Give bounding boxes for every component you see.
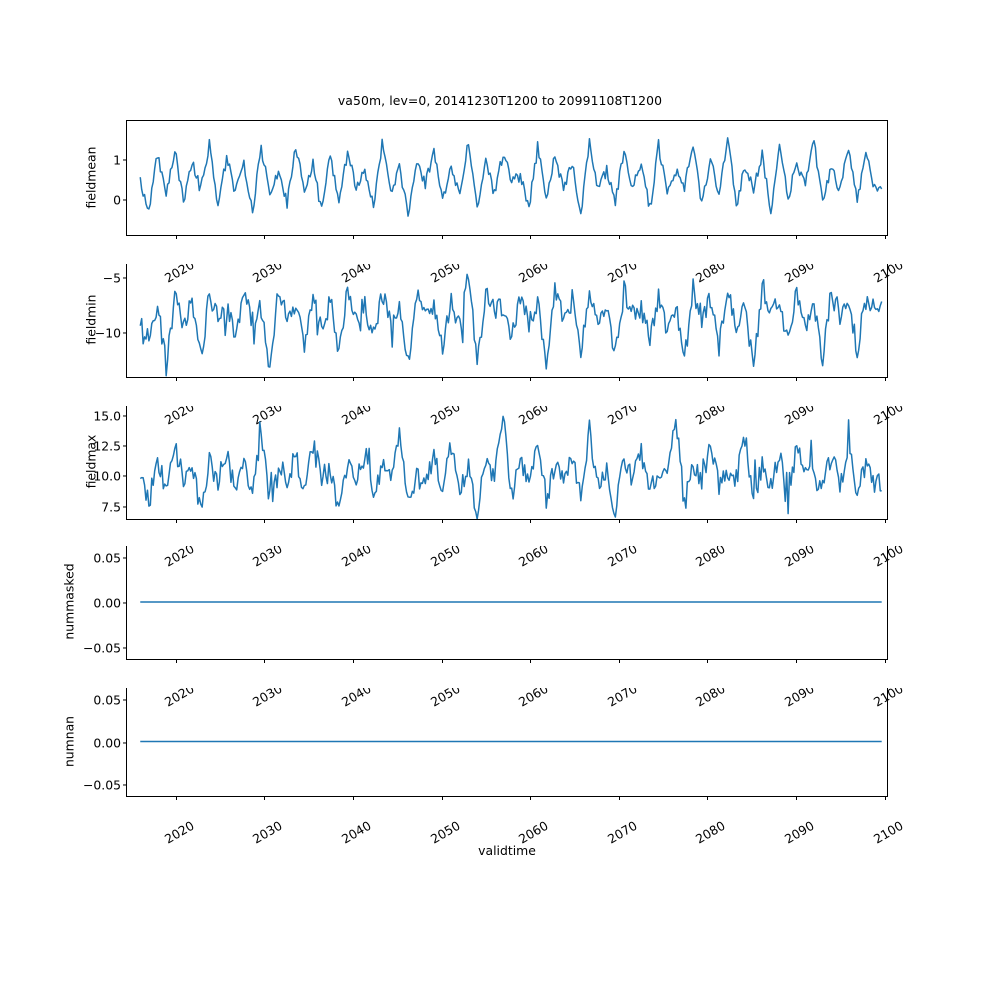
x-tick-mark — [795, 235, 797, 239]
x-tick-mark — [175, 235, 177, 239]
data-line-fieldmin — [139, 273, 883, 377]
y-tick-mark — [123, 741, 127, 744]
y-axis-label-nummasked: nummasked — [61, 563, 77, 640]
y-tick-mark — [123, 475, 127, 477]
x-tick-mark — [530, 235, 532, 239]
y-tick-mark — [123, 602, 127, 604]
subplot-fieldmean: 0 1 fieldmean 2020 2030 2040 2050 2060 2070 2080 2… — [84, 120, 905, 286]
x-tick-mark — [441, 796, 443, 800]
y-tick-mark — [123, 199, 127, 201]
x-tick-mark — [795, 377, 797, 381]
y-tick-label-nummasked: 0.05 — [93, 550, 121, 566]
x-tick-mark — [618, 235, 620, 239]
x-tick-mark — [352, 659, 354, 663]
plot-area-fieldmean — [127, 121, 887, 235]
x-tick-mark — [618, 796, 620, 800]
figure-title: va50m, lev=0, 20141230T1200 to 20991108T… — [337, 93, 663, 108]
x-tick-mark — [352, 377, 354, 381]
plot-area-numnan — [127, 687, 887, 796]
y-tick-label-fieldmin: −10 — [94, 325, 121, 341]
x-tick-mark — [352, 796, 354, 800]
x-tick-mark — [441, 659, 443, 663]
x-tick-mark — [530, 796, 532, 800]
subplot-overlap-mask — [0, 680, 1000, 688]
plot-area-fieldmax — [127, 405, 887, 519]
x-tick-mark — [441, 519, 443, 523]
x-tick-mark — [175, 659, 177, 663]
y-tick-label-numnan: −0.05 — [83, 777, 121, 793]
y-tick-mark — [123, 415, 127, 417]
subplot-overlap-mask — [0, 256, 1000, 264]
y-axis-label-fieldmin: fieldmin — [83, 294, 99, 345]
subplot-fieldmax: 7.5 10.0 12.5 15.0 fieldmax 2020 2030 2040 2050 2… — [84, 404, 905, 570]
y-tick-label-fieldmax: 12.5 — [93, 438, 121, 454]
x-tick-mark — [795, 519, 797, 523]
x-tick-mark — [264, 235, 266, 239]
y-axis-label-fieldmax: fieldmax — [83, 434, 99, 489]
x-tick-mark — [530, 659, 532, 663]
x-tick-mark — [884, 659, 886, 663]
y-tick-mark — [123, 784, 127, 786]
y-tick-label-nummasked: 0.00 — [93, 595, 121, 611]
y-tick-mark — [123, 557, 127, 559]
y-tick-mark — [123, 277, 127, 279]
x-tick-mark — [618, 519, 620, 523]
y-tick-label-numnan: 0.05 — [93, 692, 121, 708]
x-tick-mark — [707, 659, 709, 663]
data-line-fieldmax — [139, 415, 882, 519]
x-tick-mark — [707, 796, 709, 800]
x-tick-mark — [352, 235, 354, 239]
x-tick-mark — [441, 235, 443, 239]
x-tick-mark — [707, 377, 709, 381]
data-line-fieldmean — [139, 137, 883, 217]
subplot-numnan: −0.05 0.00 0.05 numnan 2020 2030 2040 2050 2060 2… — [62, 686, 905, 847]
x-tick-mark — [352, 519, 354, 523]
y-tick-label-nummasked: −0.05 — [83, 640, 121, 656]
x-tick-mark — [618, 659, 620, 663]
x-tick-mark — [530, 519, 532, 523]
x-tick-mark — [175, 377, 177, 381]
subplot-overlap-mask — [0, 398, 1000, 406]
y-tick-mark — [123, 159, 127, 161]
x-tick-mark — [884, 235, 886, 239]
x-tick-mark — [707, 519, 709, 523]
x-tick-mark — [441, 377, 443, 381]
x-tick-mark — [795, 796, 797, 800]
y-tick-label-fieldmax: 7.5 — [101, 499, 121, 514]
y-tick-label-fieldmean: 1 — [113, 152, 121, 168]
y-tick-label-fieldmin: −5 — [102, 270, 121, 286]
x-tick-mark — [795, 659, 797, 663]
y-tick-label-fieldmean: 0 — [113, 192, 121, 208]
x-tick-mark — [530, 377, 532, 381]
x-tick-mark — [618, 377, 620, 381]
y-tick-mark — [123, 505, 127, 508]
y-tick-label-fieldmax: 15.0 — [93, 408, 121, 424]
x-tick-mark — [264, 659, 266, 663]
y-tick-label-fieldmax: 10.0 — [93, 468, 121, 484]
subplot-overlap-mask — [0, 538, 1000, 546]
y-tick-label-numnan: 0.00 — [93, 735, 121, 750]
y-tick-mark — [123, 699, 127, 701]
x-tick-mark — [175, 796, 177, 800]
y-axis-label-numnan: numnan — [61, 715, 77, 767]
subplot-fieldmin: −5 −10 fieldmin 2020 2030 2040 2050 2060 2070 208… — [84, 262, 905, 428]
plot-area-nummasked — [127, 545, 887, 659]
x-tick-mark — [884, 377, 886, 381]
y-tick-mark — [123, 332, 127, 334]
x-tick-mark — [884, 796, 886, 800]
y-axis-label-fieldmean: fieldmean — [83, 146, 99, 209]
x-tick-mark — [175, 519, 177, 523]
x-axis-label: validtime — [478, 843, 536, 858]
plot-area-fieldmin — [127, 263, 887, 377]
x-tick-mark — [264, 519, 266, 523]
subplot-nummasked: −0.05 0.00 0.05 nummasked 2020 2030 2040 2050 20… — [62, 544, 905, 710]
y-tick-mark — [123, 647, 127, 649]
x-tick-mark — [707, 235, 709, 239]
x-tick-mark — [884, 519, 886, 523]
x-tick-mark — [264, 377, 266, 381]
y-tick-mark — [123, 445, 127, 447]
x-tick-mark — [264, 796, 266, 800]
